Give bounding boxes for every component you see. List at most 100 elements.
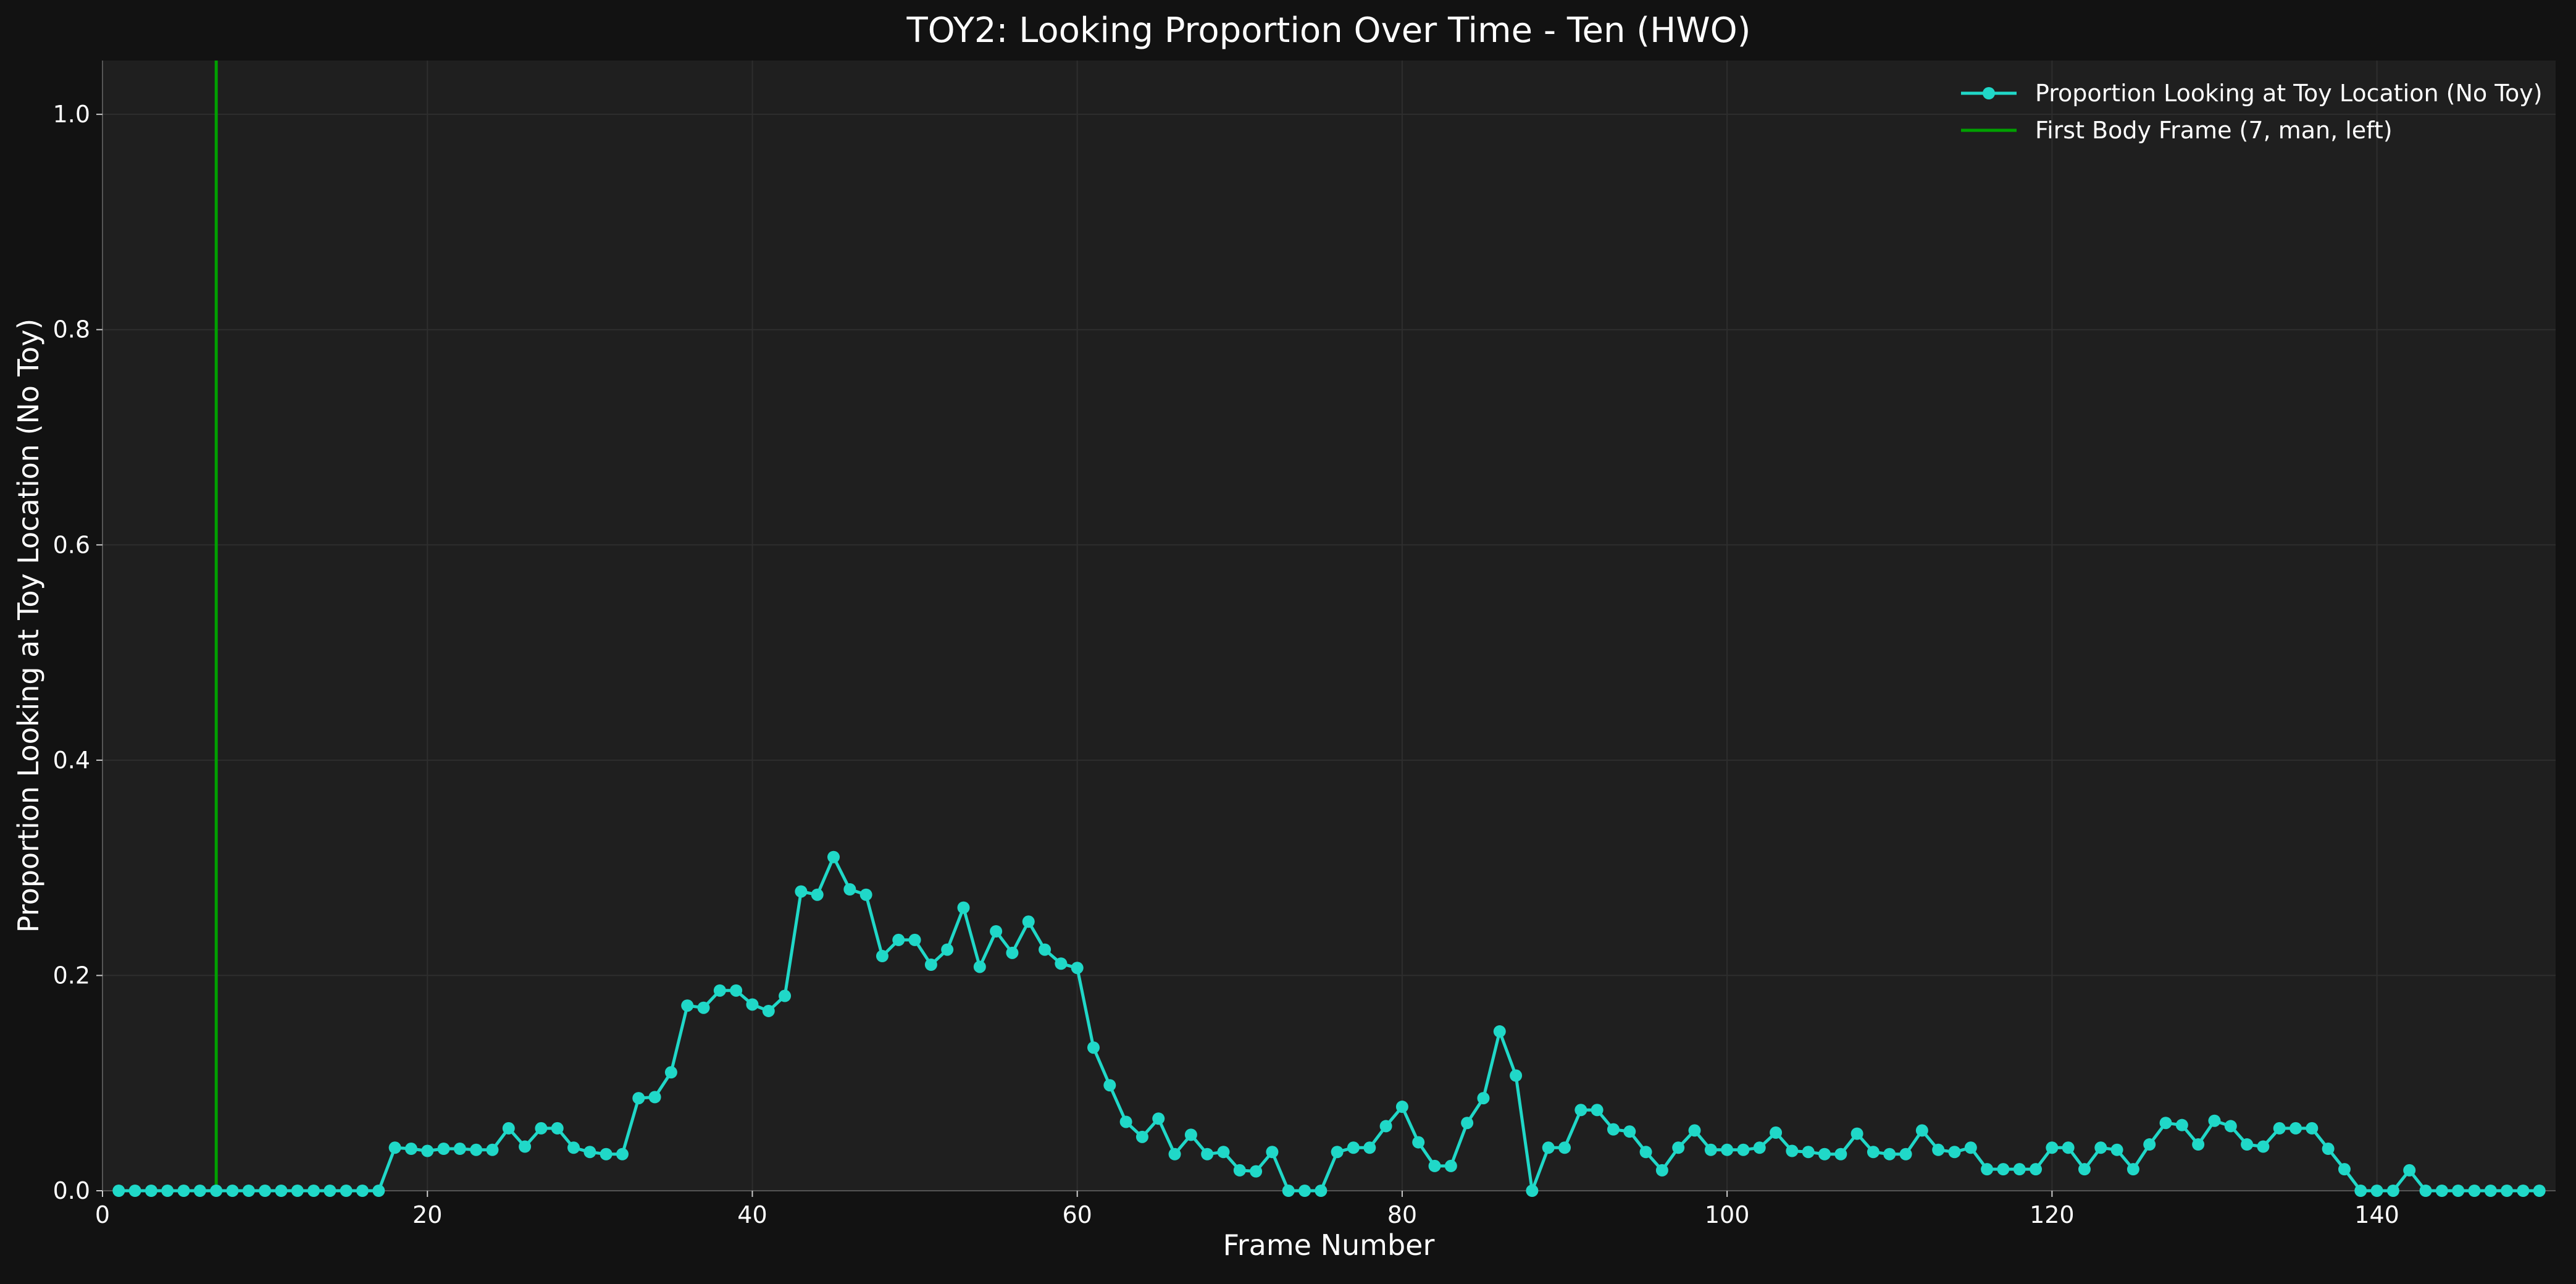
data-point [1233,1164,1246,1177]
data-point [1298,1185,1311,1197]
x-tick-label: 60 [1062,1201,1092,1228]
x-tick-label: 0 [95,1201,110,1228]
data-point [1168,1148,1181,1160]
data-point [2338,1163,2351,1176]
y-axis-label: Proportion Looking at Toy Location (No T… [12,319,45,933]
data-point [437,1143,450,1156]
data-point [242,1185,255,1197]
data-point [2241,1138,2254,1151]
data-point [2419,1185,2432,1197]
data-point [600,1148,613,1160]
x-tick-label: 100 [1705,1201,1750,1228]
data-point [1964,1141,1977,1154]
data-point [1282,1185,1295,1197]
data-point [1558,1141,1571,1154]
data-point [713,984,726,997]
x-tick-label: 120 [2030,1201,2075,1228]
data-point [1055,957,1068,970]
data-point [1655,1164,1668,1177]
data-point [746,998,759,1011]
data-point [1818,1148,1831,1160]
data-point [2403,1164,2416,1177]
data-point [2224,1120,2237,1133]
data-point [2290,1122,2302,1135]
data-point [1932,1143,1945,1156]
data-point [2533,1185,2546,1197]
data-point [1721,1143,1734,1156]
data-point [1688,1124,1701,1137]
data-point [470,1143,483,1156]
data-point [2159,1117,2172,1130]
data-point [1006,946,1019,959]
data-point [1753,1141,1766,1154]
data-point [1395,1101,1408,1114]
data-point [551,1122,564,1135]
data-point [1542,1141,1555,1154]
data-point [210,1185,223,1197]
data-point [519,1140,532,1153]
data-point [1574,1104,1587,1117]
data-point [112,1185,125,1197]
data-point [1022,915,1035,928]
data-point [779,989,792,1002]
data-point [2257,1140,2270,1153]
data-point [973,960,986,973]
data-point [2322,1143,2335,1156]
data-point [1802,1146,1815,1159]
data-point [1997,1163,2010,1176]
data-point [502,1122,515,1135]
data-point [811,888,824,901]
data-point [1915,1124,1928,1137]
data-point [2208,1114,2221,1127]
x-axis-label: Frame Number [1223,1228,1435,1262]
data-series [112,850,2546,1197]
legend-label-proportion: Proportion Looking at Toy Location (No T… [2035,80,2543,107]
chart-title: TOY2: Looking Proportion Over Time - Ten… [906,10,1750,51]
data-point [941,943,954,956]
y-tick-label: 0.6 [53,531,90,558]
data-point [859,888,872,901]
data-point [1867,1146,1880,1159]
data-point [2354,1185,2367,1197]
data-point [259,1185,272,1197]
data-point [372,1185,385,1197]
data-point [762,1004,775,1017]
data-point [128,1185,141,1197]
data-point [1217,1146,1230,1159]
y-tick-label: 0.2 [53,962,90,989]
data-point [193,1185,206,1197]
data-point [1526,1185,1539,1197]
data-point [2484,1185,2497,1197]
data-point [730,984,743,997]
data-point [2143,1138,2156,1151]
y-tick-label: 0.4 [53,747,90,774]
y-tick-label: 0.0 [53,1177,90,1204]
data-point [2452,1185,2465,1197]
data-point [1152,1112,1165,1125]
data-point [2078,1163,2091,1176]
x-tick-labels: 0 20 40 60 80 100 120 140 [95,1191,2399,1228]
y-tick-label: 0.8 [53,316,90,343]
data-point [648,1091,661,1104]
data-point [1461,1117,1474,1130]
data-point [1591,1104,1604,1117]
data-point [1428,1159,1441,1172]
y-tick-label: 1.0 [53,101,90,128]
data-point [1444,1159,1457,1172]
data-point [2094,1141,2107,1154]
data-point [1039,943,1052,956]
data-point [843,883,856,896]
data-point [2110,1143,2123,1156]
data-point [1883,1148,1896,1160]
data-point [1623,1125,1636,1138]
data-point [827,850,840,863]
data-point [2501,1185,2514,1197]
data-point [2273,1122,2286,1135]
x-tick-label: 20 [412,1201,442,1228]
data-point [1834,1148,1847,1160]
data-point [795,885,808,898]
data-point [2126,1163,2139,1176]
data-point [1737,1143,1750,1156]
